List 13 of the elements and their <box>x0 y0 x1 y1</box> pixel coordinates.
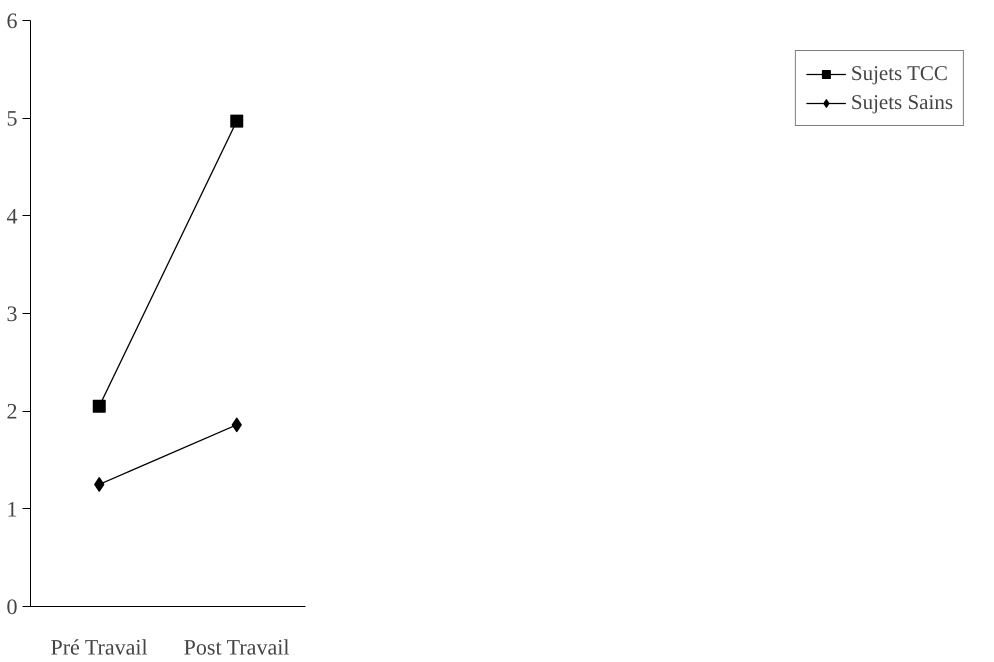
x-tick-label: Pré Travail <box>50 634 148 660</box>
y-tick-label: 2 <box>6 398 18 424</box>
point <box>230 114 244 128</box>
x-tick-label: Post Travail <box>184 634 290 660</box>
point <box>92 400 106 413</box>
y-tick-label: 0 <box>6 594 18 619</box>
y-tick-label: 3 <box>6 301 18 326</box>
y-tick-label: 6 <box>6 8 18 33</box>
y-tick-label: 5 <box>6 106 18 131</box>
legend-label: Sujets TCC <box>850 61 948 86</box>
y-tick-label: 4 <box>6 203 18 228</box>
y-tick-label: 1 <box>6 496 18 522</box>
legend-label: Sujets Sains <box>850 90 953 115</box>
